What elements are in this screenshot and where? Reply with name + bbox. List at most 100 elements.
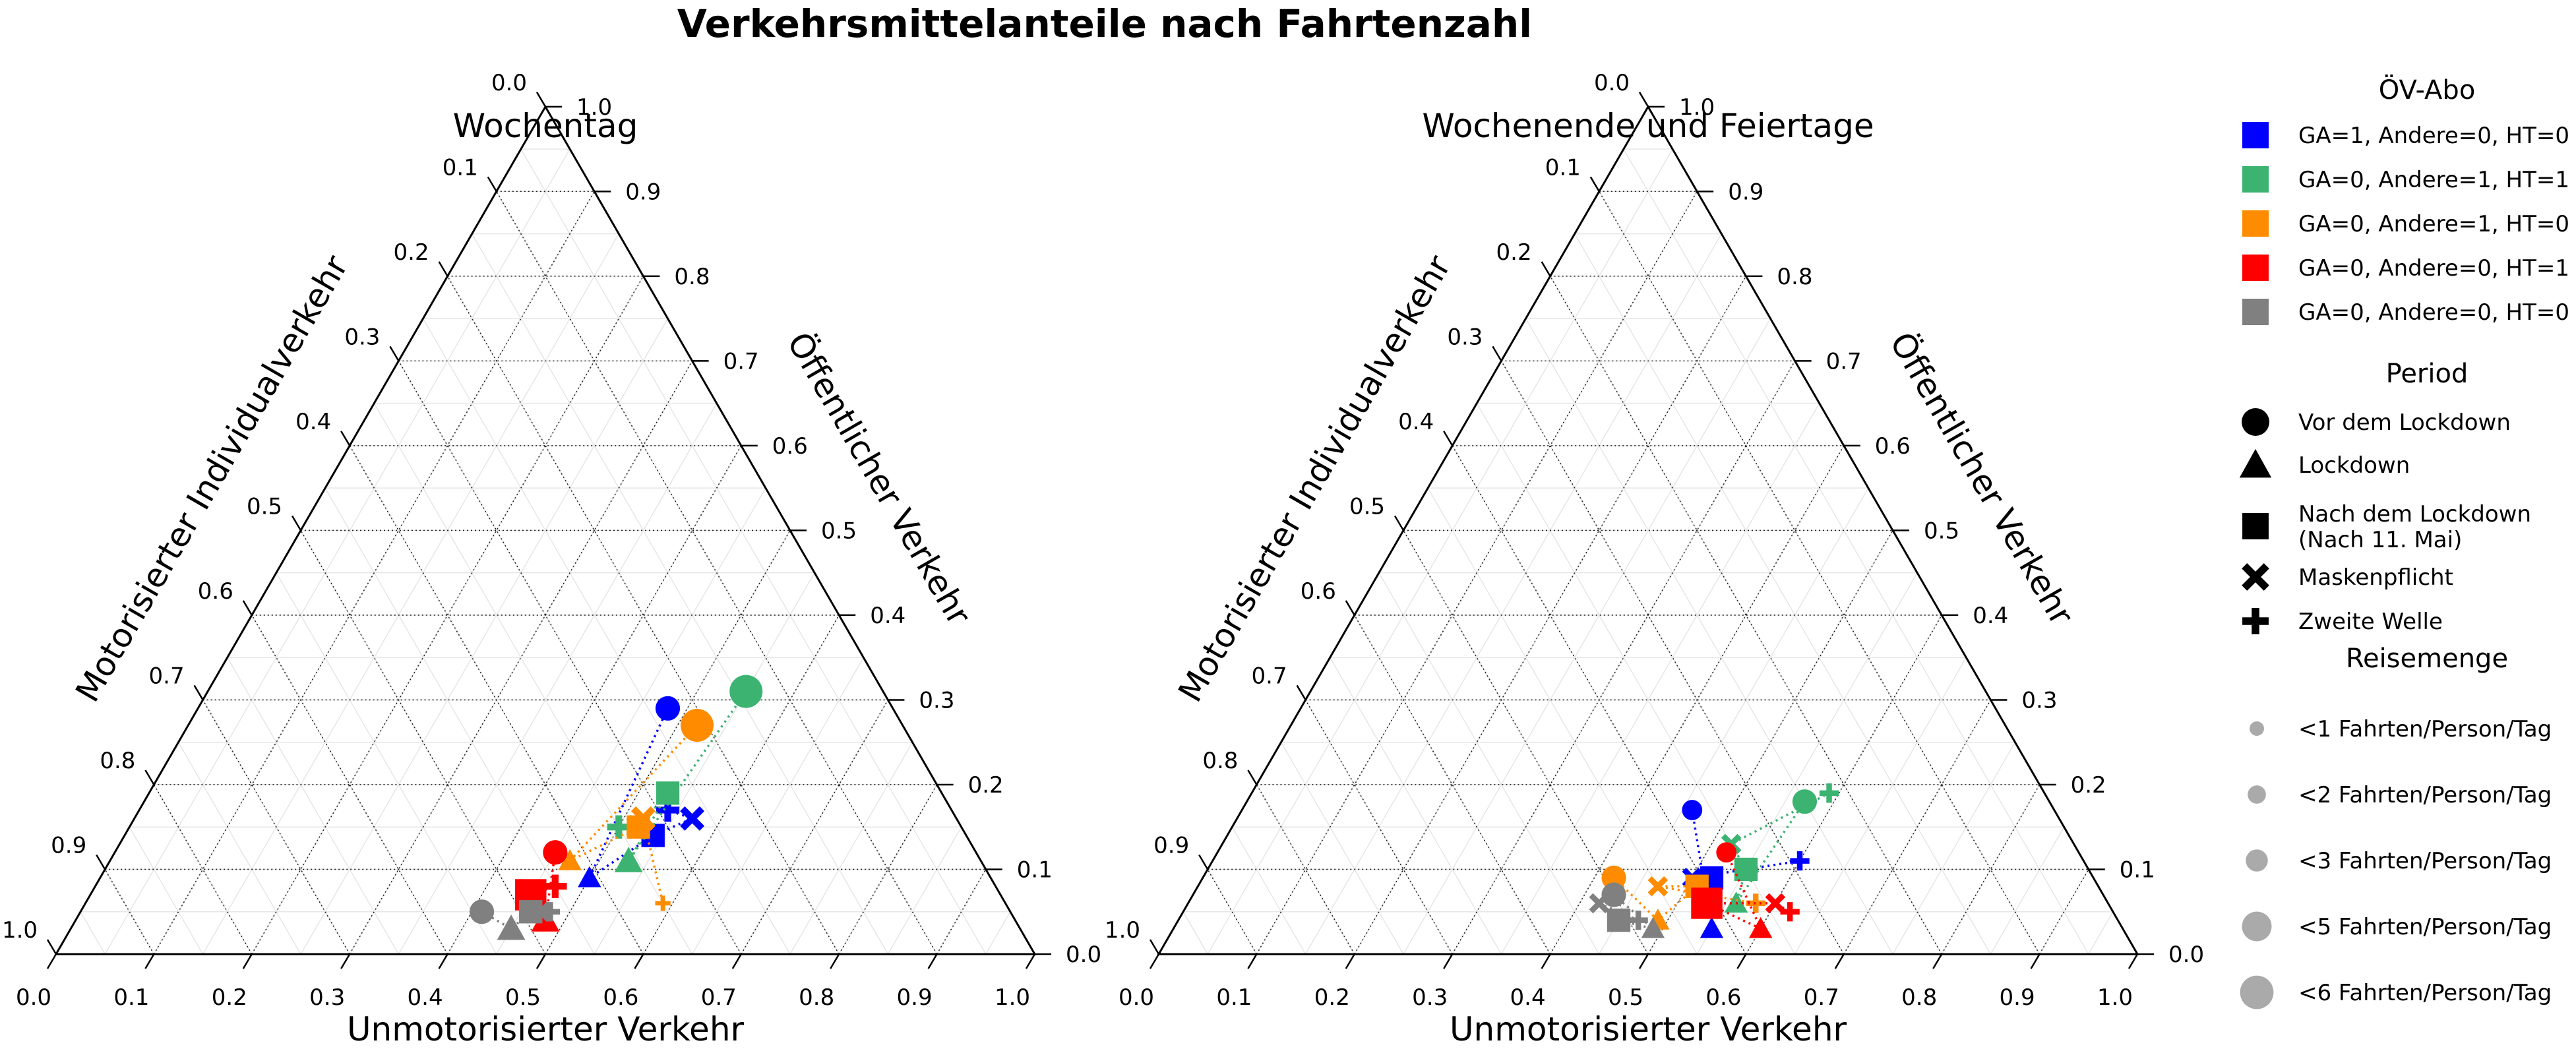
bottom-tick — [46, 953, 57, 969]
bottom-tick-label: 1.0 — [995, 984, 1030, 1011]
bottom-tick-label: 0.1 — [1216, 984, 1252, 1011]
bottom-tick-label: 0.7 — [701, 984, 737, 1011]
major-grid-line — [496, 191, 938, 955]
bottom-tick — [2128, 953, 2139, 969]
fine-grid — [80, 148, 1011, 955]
data-point-triangle — [1724, 891, 1748, 913]
right-tick-label: 1.0 — [576, 94, 612, 121]
data-point-x — [1765, 893, 1786, 914]
left-tick-label: 0.2 — [1496, 239, 1532, 266]
major-grid-line — [2039, 869, 2089, 955]
data-point-square — [1607, 908, 1631, 932]
data-point-x — [1589, 893, 1610, 914]
legend-abo-swatch — [2242, 122, 2269, 148]
data-point-x — [630, 806, 656, 831]
bottom-tick-label: 0.3 — [309, 984, 345, 1011]
left-tick — [487, 176, 497, 192]
fine-grid-line — [1378, 572, 1600, 955]
legend-abo-swatch — [2242, 299, 2269, 325]
legend-period-marker-triangle — [2239, 448, 2272, 478]
legend-period-label-line: Zweite Welle — [2298, 609, 2443, 635]
fine-grid-line — [300, 318, 669, 955]
right-tick-label: 0.4 — [1973, 603, 2008, 629]
bottom-tick — [927, 953, 938, 969]
bottom-tick-label: 0.9 — [2000, 984, 2035, 1011]
data-point-circle — [1682, 800, 1703, 820]
legend-period-label: Maskenpflicht — [2298, 564, 2453, 591]
left-tick — [389, 346, 400, 362]
data-point-circle — [1792, 789, 1818, 814]
bottom-tick — [1736, 953, 1747, 969]
fine-grid-line — [1599, 487, 1869, 955]
bottom-tick-label: 0.7 — [1804, 984, 1839, 1011]
legend: ÖV-Abo GA=1, Andere=0, HT=0 GA=0, Andere=1… — [2239, 74, 2569, 1010]
data-point-triangle — [497, 915, 526, 940]
bottom-tick-label: 0.5 — [505, 984, 541, 1011]
legend-size-marker — [2248, 785, 2266, 804]
bottom-tick — [1345, 953, 1355, 969]
legend-period-marker-plus — [2242, 608, 2269, 634]
left-tick-label: 0.1 — [1545, 154, 1581, 181]
major-grid-line — [104, 869, 155, 955]
legend-abo-label: GA=0, Andere=1, HT=0 — [2298, 211, 2569, 237]
major-grid-line — [153, 784, 253, 955]
left-tick — [291, 515, 302, 531]
data-point-square — [1691, 888, 1723, 919]
fine-grid-line — [422, 318, 791, 955]
legend-abo-swatch — [2242, 166, 2269, 193]
right-tick-label: 0.8 — [674, 264, 710, 290]
fine-grid-line — [129, 826, 204, 955]
legend-period-marker-x — [2242, 563, 2269, 591]
left-tick-label: 1.0 — [1105, 917, 1140, 944]
fine-grid-line — [1696, 572, 1918, 955]
data-point-circle — [543, 840, 568, 865]
right-tick-label: 0.0 — [2168, 942, 2204, 968]
left-tick — [1296, 684, 1306, 701]
data-point-x — [680, 806, 705, 831]
bottom-tick-label: 0.0 — [16, 984, 51, 1011]
data-point-triangle — [558, 849, 582, 870]
bottom-tick-label: 0.4 — [408, 984, 443, 1011]
bottom-tick — [1443, 953, 1454, 969]
left-tick-label: 0.3 — [1447, 324, 1483, 350]
fine-grid-line — [496, 487, 766, 955]
fine-grid-line — [1403, 318, 1771, 955]
bottom-tick — [1149, 953, 1160, 969]
right-tick-label: 0.8 — [1777, 264, 1812, 290]
right-tick-label: 0.6 — [1875, 433, 1911, 460]
left-tick-label: 0.8 — [1202, 748, 1238, 774]
major-grid-line — [1500, 360, 1845, 955]
data-point-triangle — [1748, 917, 1773, 938]
legend-abo-label: GA=0, Andere=0, HT=1 — [2298, 255, 2569, 282]
right-tick-label: 0.1 — [2120, 857, 2155, 883]
left-tick-label: 0.8 — [100, 748, 135, 774]
right-tick-label: 0.5 — [1924, 518, 1959, 544]
data-point-plus — [1819, 783, 1839, 803]
data-point-x-stroke-b — [1647, 876, 1669, 897]
right-axis-title: Öffentlicher Verkehr — [1882, 326, 2081, 632]
panel-title: Wochentag — [453, 107, 638, 145]
legend-abo-label: GA=0, Andere=0, HT=0 — [2298, 299, 2569, 326]
data-point-x-stroke-b — [530, 901, 551, 922]
major-grid-line — [1452, 445, 1747, 955]
left-tick — [1443, 431, 1454, 446]
left-tick — [46, 939, 57, 955]
ternary-panel-1: 0.0 0.0 0.0 0.1 0.1 0.1 0.2 0.2 0.2 0.3 0.3 0.3 0.4 0… — [2, 70, 1101, 1048]
bottom-tick-label: 0.1 — [113, 984, 149, 1011]
major-grid-line — [300, 530, 546, 955]
legend-size-label: <2 Fahrten/Person/Tag — [2298, 782, 2552, 808]
left-tick — [1198, 854, 1209, 870]
left-tick-label: 0.9 — [1153, 832, 1189, 859]
bottom-tick-label: 0.6 — [603, 984, 638, 1011]
data-point-triangle — [578, 866, 601, 888]
right-tick-label: 0.4 — [870, 603, 905, 629]
series-connector — [1691, 810, 1800, 929]
left-tick — [144, 769, 155, 785]
legend-period-label-line: Maskenpflicht — [2298, 564, 2453, 591]
legend-size-marker — [2240, 975, 2274, 1010]
major-grid-line — [1207, 869, 1258, 955]
bottom-tick-label: 0.8 — [1901, 984, 1937, 1011]
fine-grid-line — [1231, 826, 1306, 955]
left-tick — [1247, 769, 1258, 785]
legend-period-label-line: Vor dem Lockdown — [2298, 409, 2511, 436]
